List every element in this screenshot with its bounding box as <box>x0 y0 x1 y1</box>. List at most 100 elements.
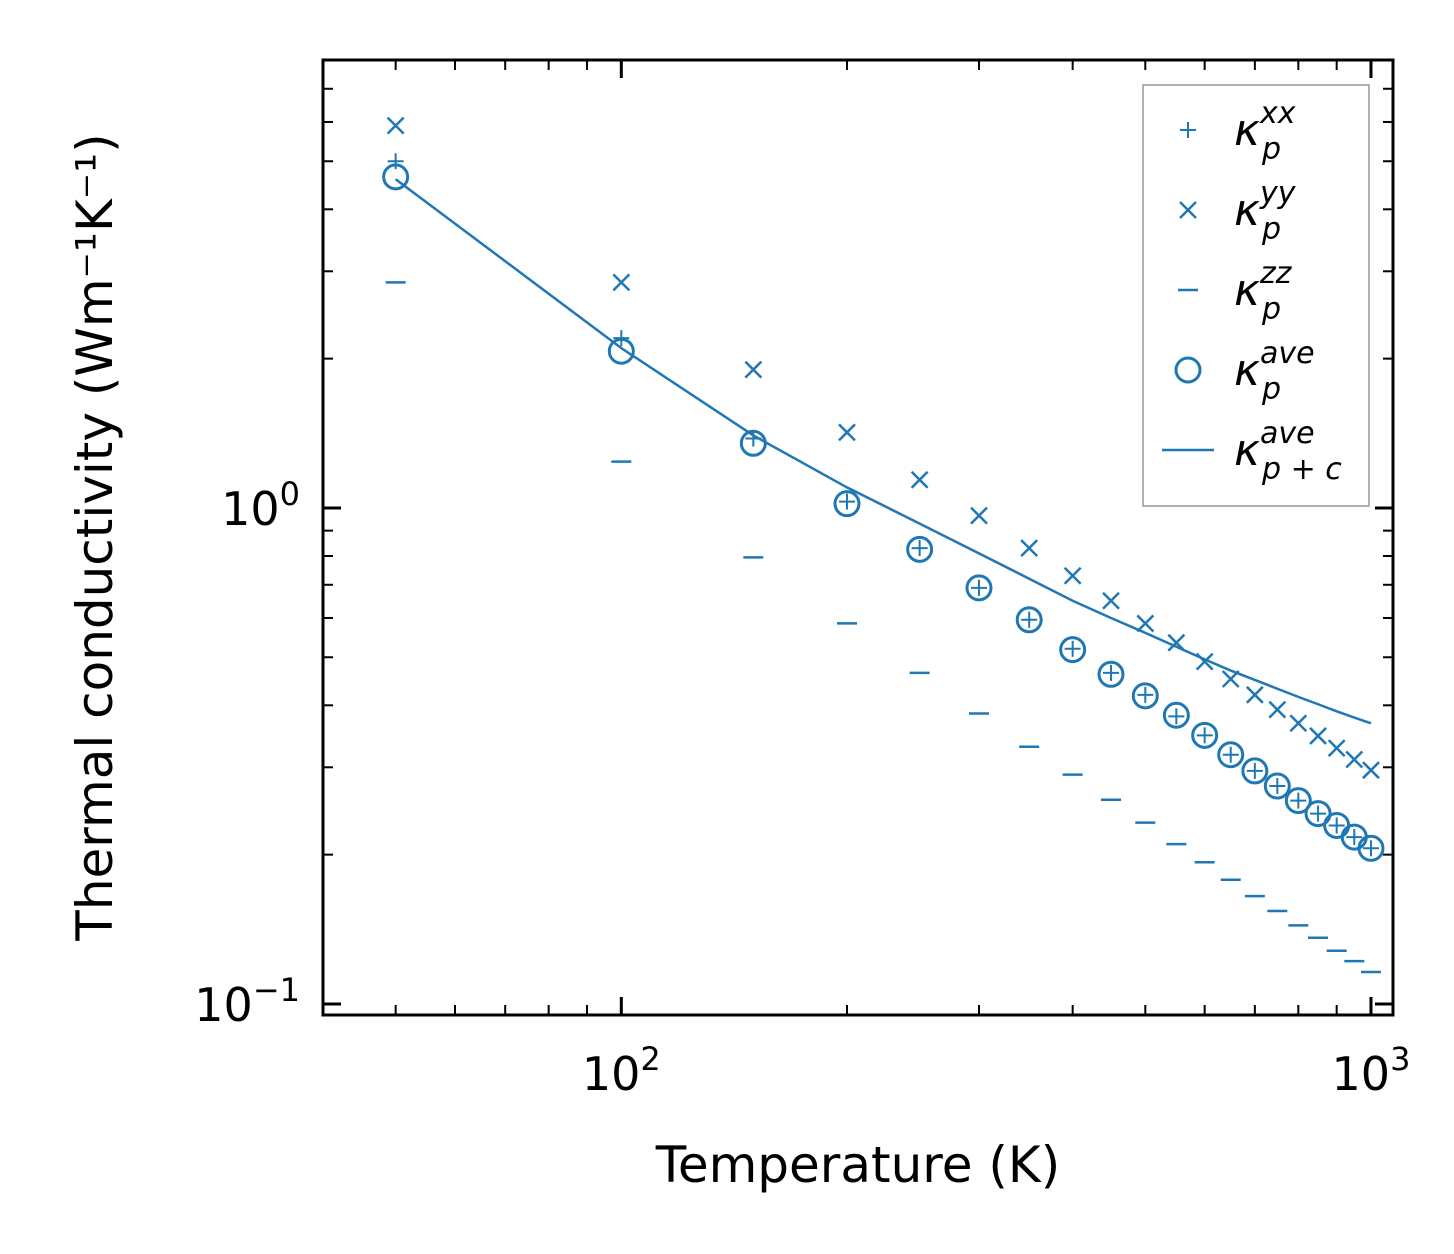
x-stroke <box>1362 761 1380 780</box>
x-stroke <box>1327 739 1346 757</box>
x-stroke <box>1309 727 1327 745</box>
legend-entry-kyy: κyy p <box>1179 176 1297 247</box>
data-point <box>1304 800 1332 828</box>
data-point <box>1102 591 1120 610</box>
data-point <box>1284 787 1312 815</box>
data-point <box>1222 746 1239 763</box>
data-point <box>387 153 404 170</box>
data-point <box>1136 614 1155 633</box>
x-stroke <box>1136 614 1155 633</box>
x-tick-label: 102 <box>582 1040 661 1101</box>
series-kyy <box>386 116 1380 780</box>
data-point <box>1310 805 1327 822</box>
x-stroke <box>1195 652 1214 671</box>
legend-frame <box>1142 84 1370 507</box>
x-tick-label: 103 <box>1332 1040 1411 1101</box>
tick-labels: 102 103 10−1 100 <box>194 475 1410 1101</box>
data-point <box>1268 700 1287 719</box>
x-stroke <box>1020 539 1039 557</box>
data-point <box>1195 652 1214 671</box>
data-point <box>1263 772 1291 800</box>
series-kave_pc <box>394 178 1372 725</box>
data-point <box>1217 741 1245 769</box>
data-point <box>1131 682 1159 710</box>
data-point <box>1059 636 1087 664</box>
series-kxx <box>387 153 1379 857</box>
data-point <box>1241 757 1269 785</box>
x-stroke <box>1102 591 1120 610</box>
major-ticks <box>323 60 1393 1015</box>
data-point <box>911 540 928 557</box>
data-point <box>386 116 405 135</box>
data-point <box>612 273 631 292</box>
data-point <box>838 423 856 442</box>
x-stroke <box>1245 685 1264 704</box>
legend-label: κzz p <box>1234 256 1293 327</box>
x-stroke <box>1268 700 1287 719</box>
y-axis-label: Thermal conductivity (Wm⁻¹K⁻¹) <box>66 133 124 941</box>
legend-marker <box>1179 201 1197 219</box>
data-point <box>1021 611 1038 628</box>
series-line <box>394 178 1372 725</box>
data-point <box>1327 739 1346 757</box>
x-stroke <box>1345 750 1364 769</box>
data-point <box>1345 750 1364 769</box>
legend-entry-kave_pc: κave p + c <box>1162 416 1342 487</box>
x-stroke <box>910 470 929 489</box>
data-point <box>1162 701 1190 729</box>
data-point <box>1269 778 1286 795</box>
data-point <box>833 490 861 518</box>
x-stroke <box>1221 670 1240 688</box>
series-kave <box>382 163 1385 862</box>
legend-marker <box>1180 122 1196 138</box>
data-point <box>1346 829 1363 846</box>
data-point <box>970 579 987 596</box>
legend-entry-kave: κave p <box>1174 336 1315 407</box>
data-point <box>838 493 855 510</box>
data-point <box>1290 792 1307 809</box>
data-point <box>1097 660 1125 688</box>
x-stroke <box>838 423 856 442</box>
data-point <box>1309 727 1327 745</box>
data-point <box>1063 566 1082 585</box>
data-point <box>1168 708 1185 725</box>
data-point <box>1328 817 1345 834</box>
x-stroke <box>386 116 405 135</box>
legend-entry-kzz: κzz p <box>1178 256 1293 327</box>
data-point <box>1015 606 1043 634</box>
data-point <box>1289 714 1308 733</box>
legend-label: κyy p <box>1234 176 1297 247</box>
data-point <box>1362 840 1379 857</box>
legend-label: κxx p <box>1234 96 1296 167</box>
data-point <box>1137 686 1154 703</box>
data-point <box>613 330 630 347</box>
data-point <box>910 470 929 489</box>
data-point <box>965 574 993 602</box>
data-point <box>745 430 762 447</box>
series-kzz <box>385 281 1381 974</box>
x-stroke <box>744 360 763 379</box>
plot-frame <box>321 58 1395 1017</box>
legend-entries: κxx p κyy p κzz p κave p κave p + c <box>1162 96 1342 487</box>
data-point <box>1103 664 1120 681</box>
data-point <box>1167 633 1186 652</box>
data-point <box>1245 685 1264 704</box>
x-stroke <box>1063 566 1082 585</box>
y-tick-label: 10−1 <box>194 971 300 1032</box>
legend-marker <box>1174 356 1202 384</box>
legend-label: κave p + c <box>1234 416 1342 487</box>
legend: κxx p κyy p κzz p κave p κave p + c <box>1142 84 1370 507</box>
data-point <box>1221 670 1240 688</box>
data-point <box>1196 727 1213 744</box>
x-stroke <box>1179 201 1197 219</box>
y-tick-label: 100 <box>221 475 300 536</box>
series-layer <box>382 116 1385 974</box>
data-point <box>744 360 763 379</box>
x-axis-label: Temperature (K) <box>655 1136 1060 1194</box>
legend-entry-kxx: κxx p <box>1180 96 1296 167</box>
data-point <box>1191 721 1219 749</box>
data-point <box>1064 640 1081 657</box>
data-point <box>906 535 934 563</box>
x-stroke <box>1289 714 1308 733</box>
